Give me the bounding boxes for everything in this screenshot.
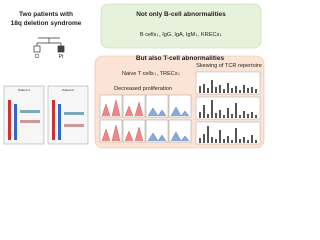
b-cell-box [100, 3, 262, 49]
pedigree [33, 37, 65, 53]
proliferation-text: Decreased proliferation [114, 86, 172, 92]
histograms [99, 94, 192, 143]
naive-text: Naive T cells↓, TRECs↓ [122, 71, 181, 77]
plot-label: Patient 1 [18, 88, 30, 92]
tcr-bar-charts [195, 71, 261, 145]
pedigree-label: Cl [35, 54, 40, 60]
chromosome-plots [3, 85, 89, 145]
left-title: Two patients with [19, 11, 73, 18]
t-cell-title: But also T-cell abnormalities [136, 55, 225, 62]
b-cell-text: B cells↓, IgG, IgA, IgM↓, KRECs↓ [140, 32, 223, 38]
tcr-text: Skewing of TCR repertoire [196, 63, 262, 69]
b-cell-title: Not only B-cell abnormalities [136, 11, 226, 18]
left-title: 18q deletion syndrome [11, 20, 82, 27]
pedigree-label: Pt [59, 54, 64, 60]
graphical-abstract: Two patients with 18q deletion syndrome … [3, 3, 265, 149]
plot-label: Patient 2 [62, 88, 74, 92]
